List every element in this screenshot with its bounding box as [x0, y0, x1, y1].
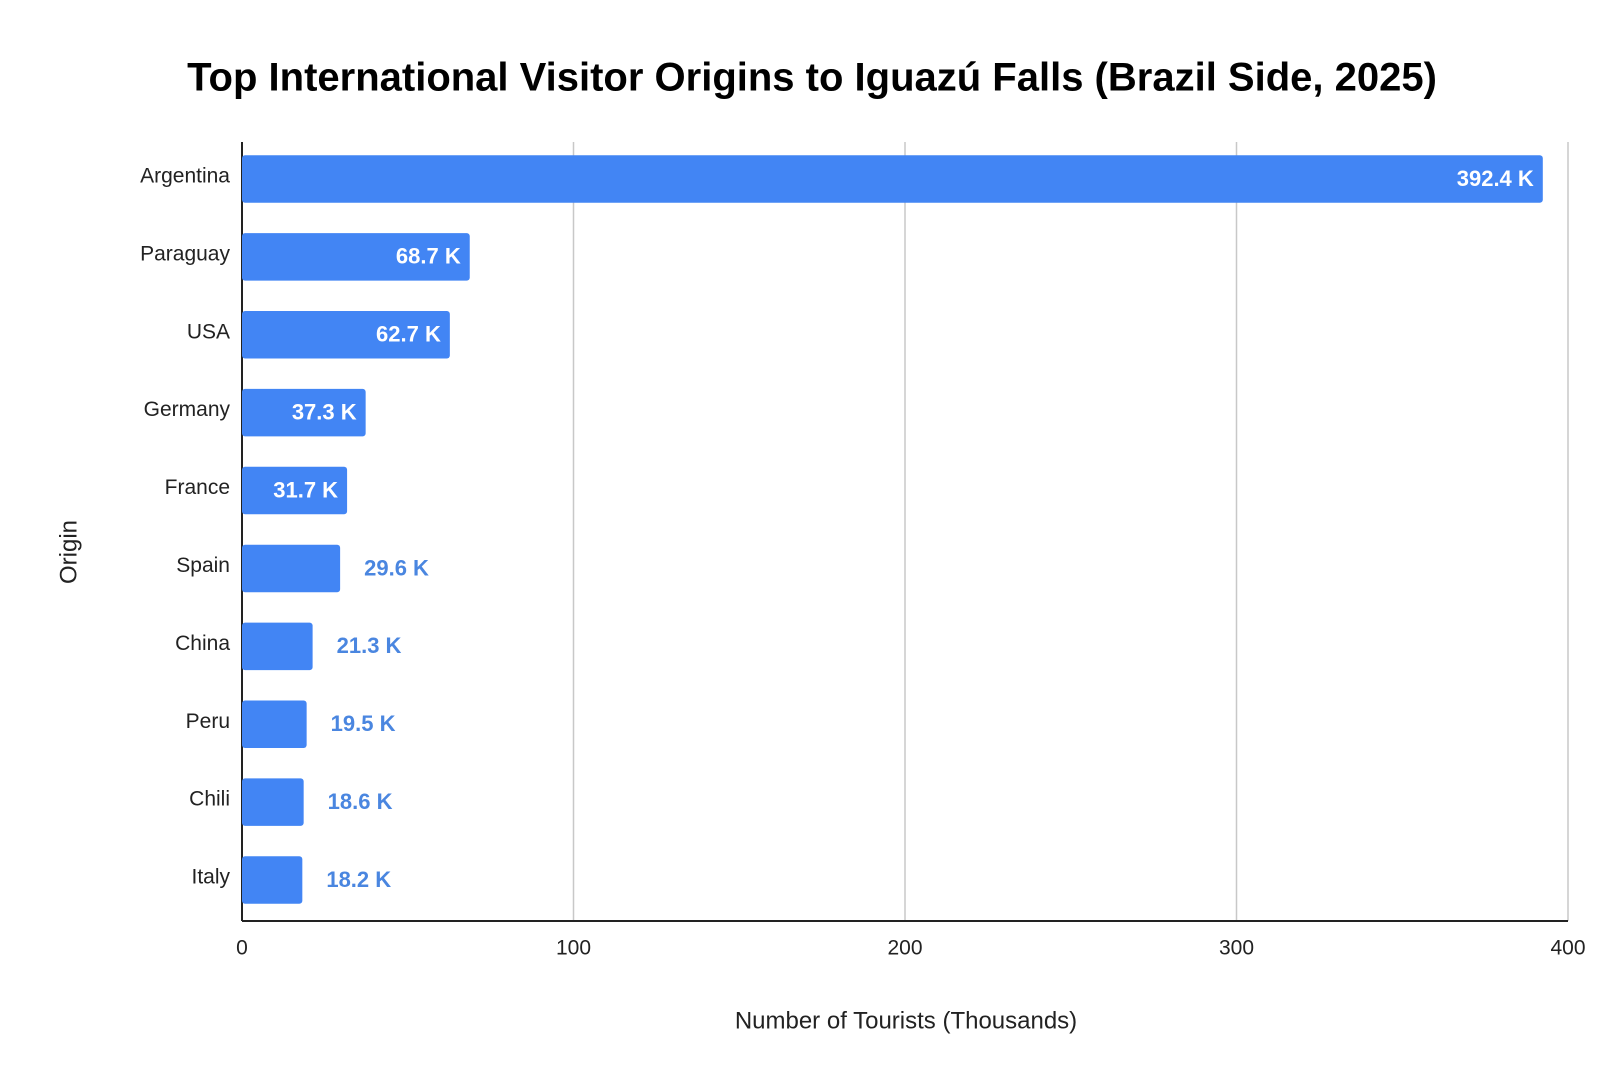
value-label: 68.7 K — [396, 244, 461, 269]
value-label: 29.6 K — [364, 555, 429, 580]
x-tick-label: 200 — [887, 937, 922, 960]
bar — [242, 466, 348, 515]
value-label: 19.5 K — [331, 711, 396, 736]
bar — [242, 856, 303, 904]
bar — [242, 233, 470, 281]
y-tick-label: Italy — [191, 866, 230, 889]
y-tick-label: Argentina — [140, 164, 230, 187]
value-label: 37.3 K — [292, 399, 357, 424]
value-label: 392.4 K — [1457, 166, 1534, 191]
x-axis-title: Number of Tourists (Thousands) — [735, 1007, 1077, 1034]
y-tick-label: Germany — [144, 398, 231, 421]
chart-title: Top International Visitor Origins to Igu… — [187, 56, 1437, 100]
x-tick-label: 300 — [1219, 937, 1254, 960]
y-tick-label: France — [165, 476, 230, 499]
y-tick-label: China — [175, 632, 230, 655]
y-tick-label: Paraguay — [140, 242, 230, 265]
bar — [242, 700, 307, 749]
bar — [242, 388, 366, 437]
y-tick-label: Peru — [186, 710, 230, 733]
bar — [242, 310, 450, 359]
bar — [242, 544, 341, 593]
value-label: 31.7 K — [273, 477, 338, 502]
bar — [242, 778, 304, 826]
y-tick-label: USA — [187, 320, 230, 343]
x-tick-label: 0 — [236, 937, 248, 960]
x-tick-label: 100 — [556, 937, 591, 960]
y-tick-label: Chili — [189, 788, 230, 811]
x-tick-label: 400 — [1550, 937, 1585, 960]
y-tick-label: Spain — [176, 554, 230, 577]
bar — [242, 622, 313, 671]
value-label: 21.3 K — [337, 633, 402, 658]
y-axis-title: Origin — [55, 520, 82, 584]
bar — [242, 155, 1543, 203]
value-label: 18.6 K — [328, 789, 393, 814]
value-label: 18.2 K — [326, 867, 391, 892]
value-label: 62.7 K — [376, 322, 441, 347]
